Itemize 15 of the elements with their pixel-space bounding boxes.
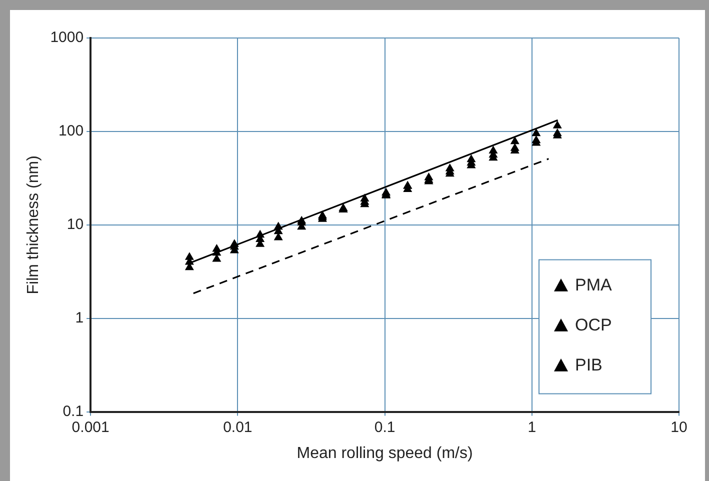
x-tick-label: 10 [670, 418, 688, 436]
legend-label: OCP [575, 315, 612, 334]
legend-label: PIB [575, 355, 602, 374]
x-tick-label: 0.001 [72, 418, 110, 436]
legend-label: PMA [575, 275, 612, 294]
y-tick-label: 100 [58, 122, 84, 140]
y-axis-title: Film thickness (nm) [25, 156, 42, 294]
y-tick-label: 1 [75, 309, 84, 326]
x-tick-label: 1 [528, 418, 536, 436]
y-tick-label: 10 [66, 216, 84, 234]
x-tick-label: 0.01 [223, 418, 252, 436]
y-tick-label: 0.1 [62, 402, 84, 420]
x-tick-label: 0.1 [374, 418, 396, 436]
x-axis-title: Mean rolling speed (m/s) [296, 444, 473, 462]
y-tick-label: 1000 [50, 29, 84, 46]
